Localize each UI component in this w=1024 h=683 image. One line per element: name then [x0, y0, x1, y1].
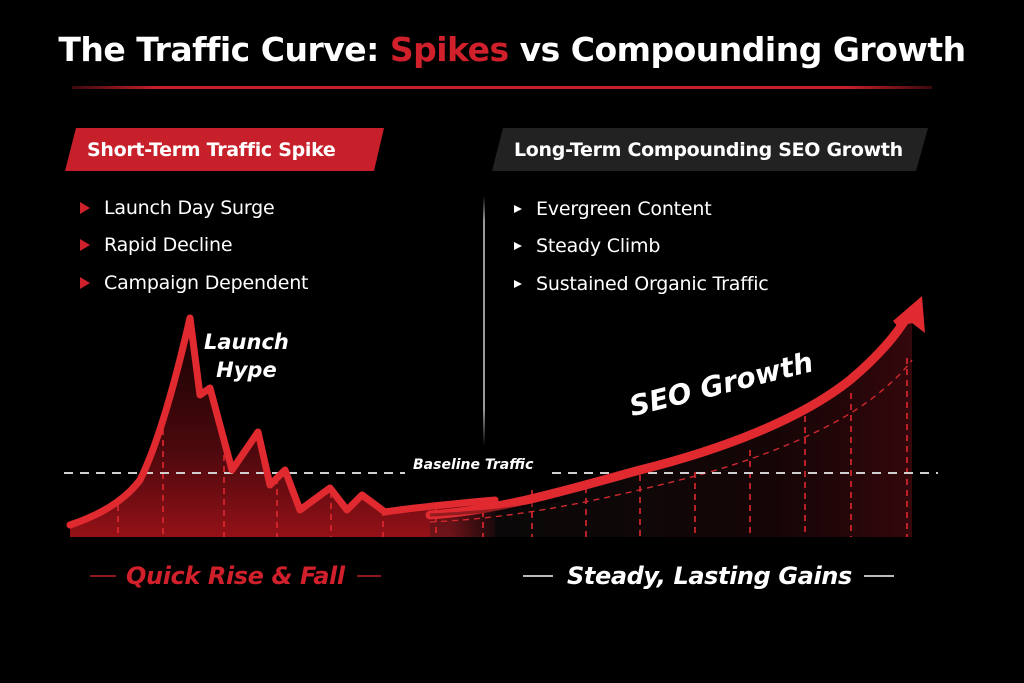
baseline-traffic-label: Baseline Traffic [413, 457, 534, 473]
caption-dash [863, 575, 894, 577]
launch-hype-line1: Launch [204, 330, 289, 354]
arrow-up-icon [893, 296, 925, 333]
title-text: The Traffic Curve: [58, 30, 390, 69]
long-term-caption: Steady, Lasting Gains [523, 562, 894, 590]
bullet-item: Steady Climb [514, 228, 769, 266]
short-term-header-label: Short-Term Traffic Spike [87, 138, 336, 161]
launch-hype-label: Launch Hype [204, 328, 289, 384]
caption-dash [90, 575, 116, 577]
vertical-gridlines [117, 358, 908, 537]
bullet-text: Campaign Dependent [104, 271, 309, 294]
title-underline [72, 86, 932, 89]
long-term-caption-text: Steady, Lasting Gains [567, 562, 852, 590]
seo-growth-curve [425, 311, 913, 520]
short-term-caption-text: Quick Rise & Fall [126, 562, 345, 590]
title-text-suffix: vs Compounding Growth [508, 30, 967, 69]
triangle-bullet-icon [514, 279, 522, 288]
triangle-bullet-icon [514, 204, 522, 213]
launch-hype-line2: Hype [216, 358, 277, 382]
long-term-header-label: Long-Term Compounding SEO Growth [514, 138, 903, 161]
caption-dash [356, 575, 381, 577]
bullet-text: Sustained Organic Traffic [536, 272, 769, 295]
page-title: The Traffic Curve: Spikes vs Compounding… [0, 30, 1024, 69]
bullet-text: Rapid Decline [104, 234, 233, 257]
short-term-caption: Quick Rise & Fall [90, 562, 381, 590]
bullet-text: Steady Climb [536, 235, 661, 258]
spike-curve [66, 314, 499, 529]
triangle-bullet-icon [80, 276, 90, 289]
triangle-bullet-icon [514, 242, 522, 251]
seo-trend-dashed [429, 359, 913, 523]
title-highlight: Spikes [389, 30, 509, 69]
panel-divider [483, 196, 485, 446]
bullet-text: Launch Day Surge [104, 196, 275, 219]
bullet-item: Sustained Organic Traffic [514, 265, 769, 303]
short-term-bullet-list: Launch Day Surge Rapid Decline Campaign … [80, 189, 308, 302]
bullet-text: Evergreen Content [536, 197, 712, 220]
bullet-item: Campaign Dependent [80, 264, 308, 302]
seo-area [430, 320, 912, 537]
bullet-item: Rapid Decline [80, 227, 308, 265]
caption-dash [523, 575, 553, 577]
long-term-header: Long-Term Compounding SEO Growth [492, 128, 928, 171]
short-term-header: Short-Term Traffic Spike [65, 128, 384, 171]
bullet-item: Evergreen Content [514, 190, 769, 228]
triangle-bullet-icon [80, 201, 90, 214]
long-term-bullet-list: Evergreen Content Steady Climb Sustained… [514, 190, 769, 303]
triangle-bullet-icon [80, 239, 90, 252]
bullet-item: Launch Day Surge [80, 189, 308, 227]
spike-area [70, 318, 495, 537]
